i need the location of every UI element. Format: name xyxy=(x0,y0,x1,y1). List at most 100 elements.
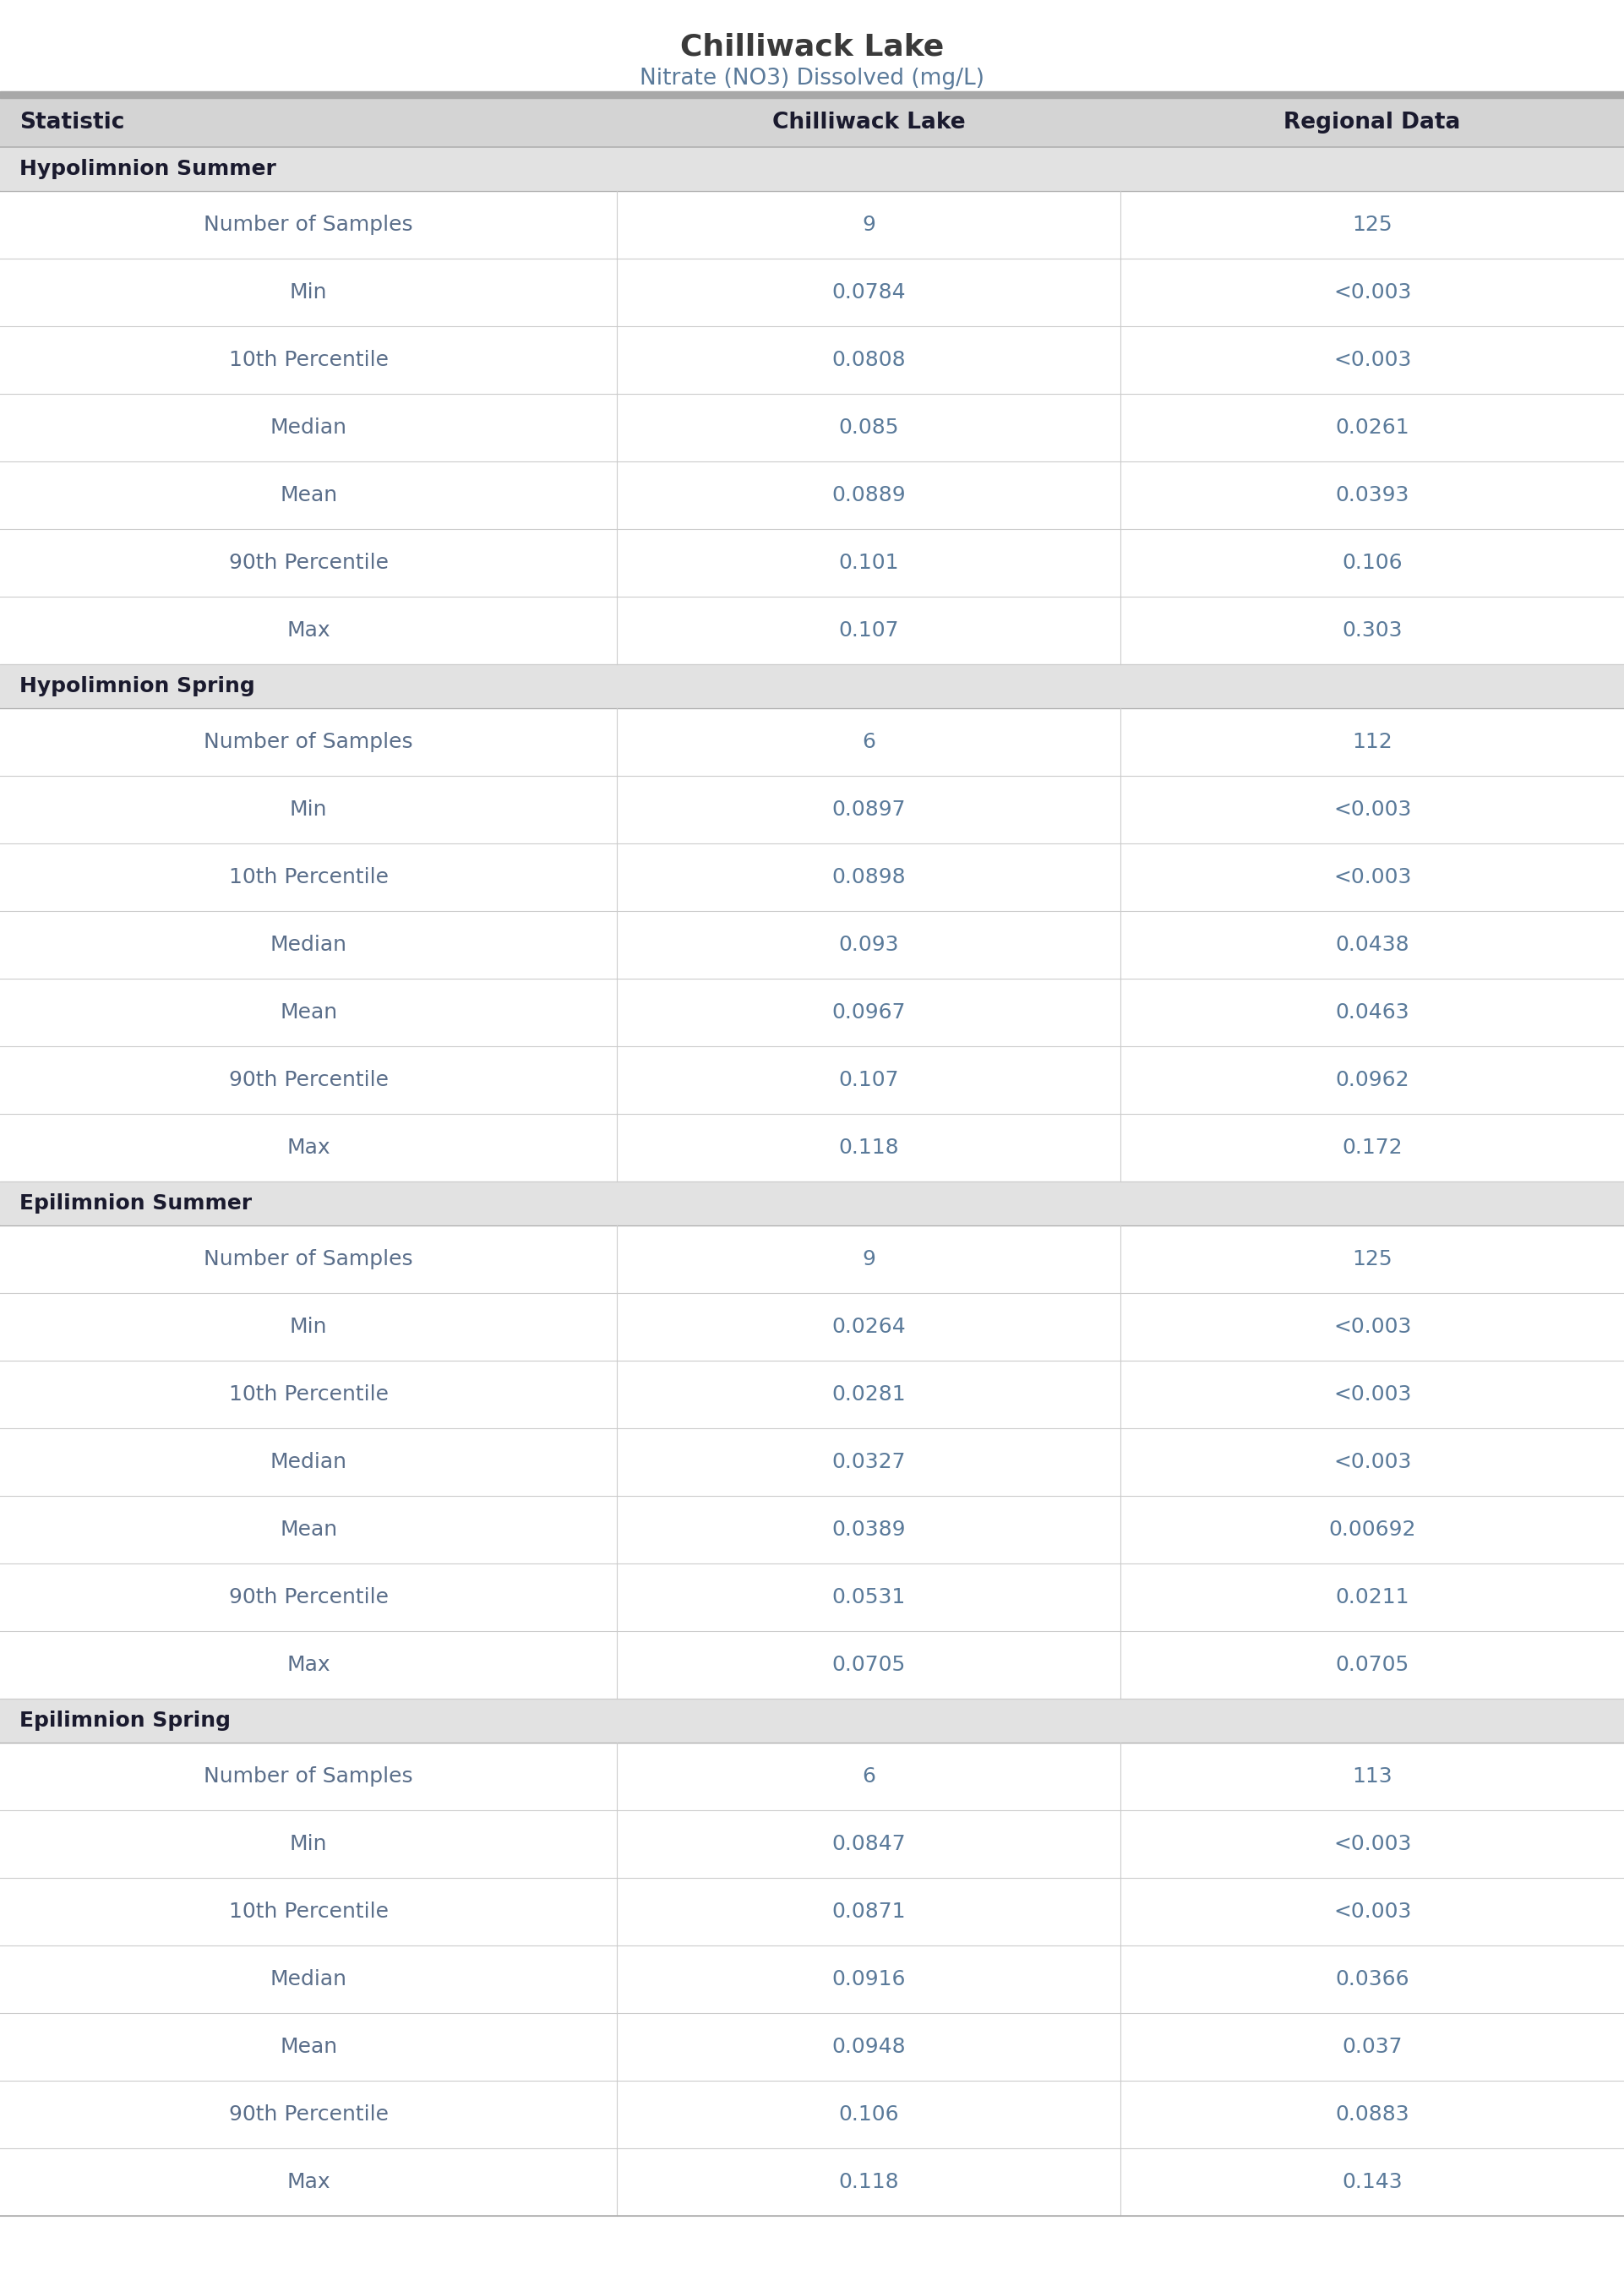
Bar xyxy=(0,708,1624,776)
Text: 0.0264: 0.0264 xyxy=(831,1317,906,1337)
Text: 6: 6 xyxy=(862,731,875,751)
Bar xyxy=(0,910,1624,978)
Bar xyxy=(0,461,1624,529)
Bar xyxy=(0,327,1624,393)
Text: 0.107: 0.107 xyxy=(838,620,900,640)
Text: 0.106: 0.106 xyxy=(838,2104,900,2125)
Text: 0.0531: 0.0531 xyxy=(831,1587,906,1607)
Text: Median: Median xyxy=(270,935,348,956)
Text: Median: Median xyxy=(270,1968,348,1989)
Text: Epilimnion Summer: Epilimnion Summer xyxy=(19,1194,252,1214)
Text: 0.106: 0.106 xyxy=(1341,552,1403,572)
Text: 0.0327: 0.0327 xyxy=(831,1453,906,1473)
Text: 0.0916: 0.0916 xyxy=(831,1968,906,1989)
Text: Max: Max xyxy=(287,620,330,640)
Bar xyxy=(0,1564,1624,1632)
Text: 10th Percentile: 10th Percentile xyxy=(229,1385,388,1405)
Text: 90th Percentile: 90th Percentile xyxy=(229,552,388,572)
Text: 0.118: 0.118 xyxy=(838,2172,900,2193)
Text: <0.003: <0.003 xyxy=(1333,1902,1411,1923)
Bar xyxy=(0,259,1624,327)
Text: 0.143: 0.143 xyxy=(1341,2172,1403,2193)
Bar xyxy=(0,844,1624,910)
Text: 0.172: 0.172 xyxy=(1341,1137,1403,1158)
Bar xyxy=(0,1632,1624,1698)
Text: 0.0897: 0.0897 xyxy=(831,799,906,819)
Text: 0.0705: 0.0705 xyxy=(1335,1655,1410,1675)
Text: Min: Min xyxy=(289,281,328,302)
Text: 90th Percentile: 90th Percentile xyxy=(229,2104,388,2125)
Bar xyxy=(0,98,1624,148)
Bar xyxy=(0,1496,1624,1564)
Bar xyxy=(0,393,1624,461)
Text: 0.037: 0.037 xyxy=(1341,2036,1403,2057)
Text: 0.0962: 0.0962 xyxy=(1335,1069,1410,1090)
Text: 0.0808: 0.0808 xyxy=(831,350,906,370)
Text: <0.003: <0.003 xyxy=(1333,867,1411,888)
Text: Min: Min xyxy=(289,799,328,819)
Text: 0.00692: 0.00692 xyxy=(1328,1519,1416,1539)
Bar xyxy=(0,2082,1624,2147)
Bar xyxy=(0,1743,1624,1809)
Bar xyxy=(0,1360,1624,1428)
Text: Epilimnion Spring: Epilimnion Spring xyxy=(19,1712,231,1730)
Text: 0.0389: 0.0389 xyxy=(831,1519,906,1539)
Text: Mean: Mean xyxy=(279,486,338,506)
Text: Mean: Mean xyxy=(279,1519,338,1539)
Text: Chilliwack Lake: Chilliwack Lake xyxy=(773,111,965,134)
Text: 0.0898: 0.0898 xyxy=(831,867,906,888)
Text: <0.003: <0.003 xyxy=(1333,350,1411,370)
Bar xyxy=(0,665,1624,708)
Text: Number of Samples: Number of Samples xyxy=(205,731,412,751)
Text: <0.003: <0.003 xyxy=(1333,1453,1411,1473)
Bar xyxy=(0,2147,1624,2216)
Text: Mean: Mean xyxy=(279,2036,338,2057)
Text: Regional Data: Regional Data xyxy=(1285,111,1460,134)
Text: <0.003: <0.003 xyxy=(1333,1317,1411,1337)
Bar xyxy=(0,1698,1624,1743)
Text: 0.0463: 0.0463 xyxy=(1335,1003,1410,1022)
Bar xyxy=(0,1180,1624,1226)
Bar xyxy=(0,1046,1624,1115)
Text: Statistic: Statistic xyxy=(19,111,125,134)
Text: 0.118: 0.118 xyxy=(838,1137,900,1158)
Text: 0.093: 0.093 xyxy=(838,935,900,956)
Text: 0.0705: 0.0705 xyxy=(831,1655,906,1675)
Bar xyxy=(0,1877,1624,1945)
Text: 125: 125 xyxy=(1353,1249,1392,1269)
Bar xyxy=(0,776,1624,844)
Text: <0.003: <0.003 xyxy=(1333,799,1411,819)
Text: Hypolimnion Spring: Hypolimnion Spring xyxy=(19,676,255,697)
Text: Min: Min xyxy=(289,1834,328,1855)
Text: 0.303: 0.303 xyxy=(1341,620,1403,640)
Bar xyxy=(0,529,1624,597)
Text: Max: Max xyxy=(287,1137,330,1158)
Bar xyxy=(0,978,1624,1046)
Bar xyxy=(0,1945,1624,2013)
Text: 10th Percentile: 10th Percentile xyxy=(229,867,388,888)
Text: 0.085: 0.085 xyxy=(838,418,900,438)
Text: 0.107: 0.107 xyxy=(838,1069,900,1090)
Text: 0.0889: 0.0889 xyxy=(831,486,906,506)
Text: Median: Median xyxy=(270,1453,348,1473)
Bar xyxy=(0,1115,1624,1180)
Text: Median: Median xyxy=(270,418,348,438)
Bar xyxy=(0,91,1624,98)
Bar xyxy=(0,1428,1624,1496)
Text: Mean: Mean xyxy=(279,1003,338,1022)
Bar xyxy=(0,1809,1624,1877)
Bar xyxy=(0,148,1624,191)
Text: 0.0784: 0.0784 xyxy=(831,281,906,302)
Text: 90th Percentile: 90th Percentile xyxy=(229,1587,388,1607)
Text: 0.0948: 0.0948 xyxy=(831,2036,906,2057)
Text: <0.003: <0.003 xyxy=(1333,1385,1411,1405)
Text: 125: 125 xyxy=(1353,216,1392,234)
Text: 0.0883: 0.0883 xyxy=(1335,2104,1410,2125)
Text: 10th Percentile: 10th Percentile xyxy=(229,350,388,370)
Text: Number of Samples: Number of Samples xyxy=(205,1766,412,1786)
Text: 0.0366: 0.0366 xyxy=(1335,1968,1410,1989)
Text: 0.0211: 0.0211 xyxy=(1335,1587,1410,1607)
Text: 0.0281: 0.0281 xyxy=(831,1385,906,1405)
Text: 0.0967: 0.0967 xyxy=(831,1003,906,1022)
Text: 0.0261: 0.0261 xyxy=(1335,418,1410,438)
